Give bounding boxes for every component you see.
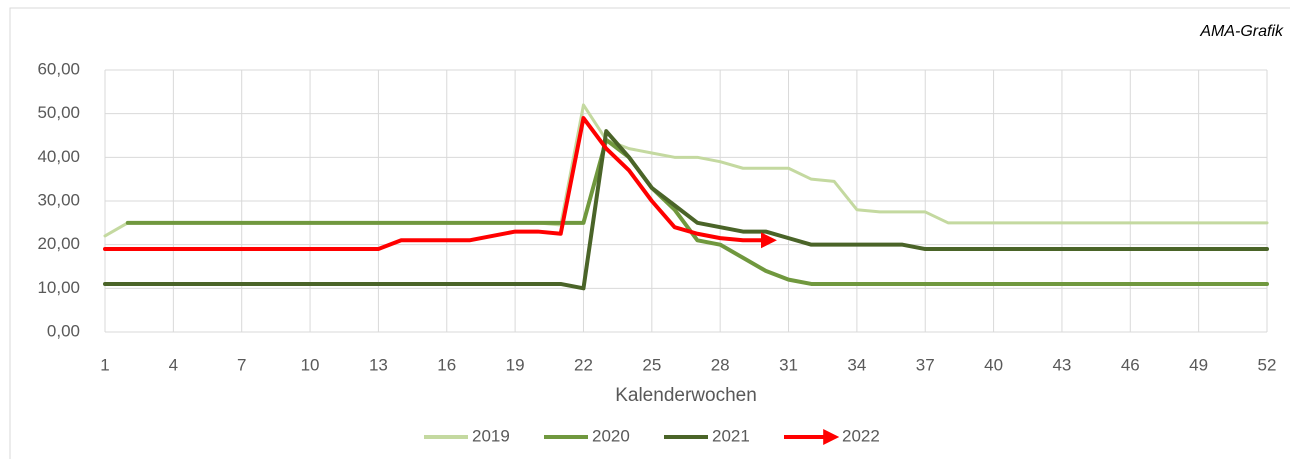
series-line xyxy=(125,137,1269,286)
x-tick-label: 1 xyxy=(100,355,109,374)
x-tick-label: 22 xyxy=(574,355,593,374)
x-tick-label: 49 xyxy=(1189,355,1208,374)
legend-label: 2022 xyxy=(842,426,880,445)
x-tick-label: 25 xyxy=(642,355,661,374)
legend-label: 2021 xyxy=(712,426,750,445)
y-tick-label: 0,00 xyxy=(47,321,80,340)
x-tick-label: 16 xyxy=(437,355,456,374)
y-tick-label: 10,00 xyxy=(37,278,80,297)
x-tick-label: 10 xyxy=(301,355,320,374)
legend-label: 2019 xyxy=(472,426,510,445)
x-tick-label: 7 xyxy=(237,355,246,374)
x-tick-label: 46 xyxy=(1121,355,1140,374)
x-tick-label: 4 xyxy=(169,355,178,374)
y-tick-label: 20,00 xyxy=(37,234,80,253)
series-line xyxy=(103,129,1269,291)
annotation: AMA-Grafik xyxy=(1199,23,1284,40)
legend-label: 2020 xyxy=(592,426,630,445)
x-tick-label: 43 xyxy=(1052,355,1071,374)
y-tick-label: 40,00 xyxy=(37,147,80,166)
x-tick-label: 19 xyxy=(506,355,525,374)
x-tick-label: 37 xyxy=(916,355,935,374)
y-tick-label: 60,00 xyxy=(37,59,80,78)
x-tick-label: 13 xyxy=(369,355,388,374)
x-tick-label: 28 xyxy=(711,355,730,374)
x-tick-label: 40 xyxy=(984,355,1003,374)
x-tick-label: 34 xyxy=(847,355,866,374)
y-tick-label: 50,00 xyxy=(37,103,80,122)
y-tick-label: 30,00 xyxy=(37,190,80,209)
x-tick-label: 52 xyxy=(1258,355,1277,374)
x-axis-label: Kalenderwochen xyxy=(615,385,757,406)
series-line xyxy=(103,116,777,252)
x-tick-label: 31 xyxy=(779,355,798,374)
frame xyxy=(9,7,1290,459)
